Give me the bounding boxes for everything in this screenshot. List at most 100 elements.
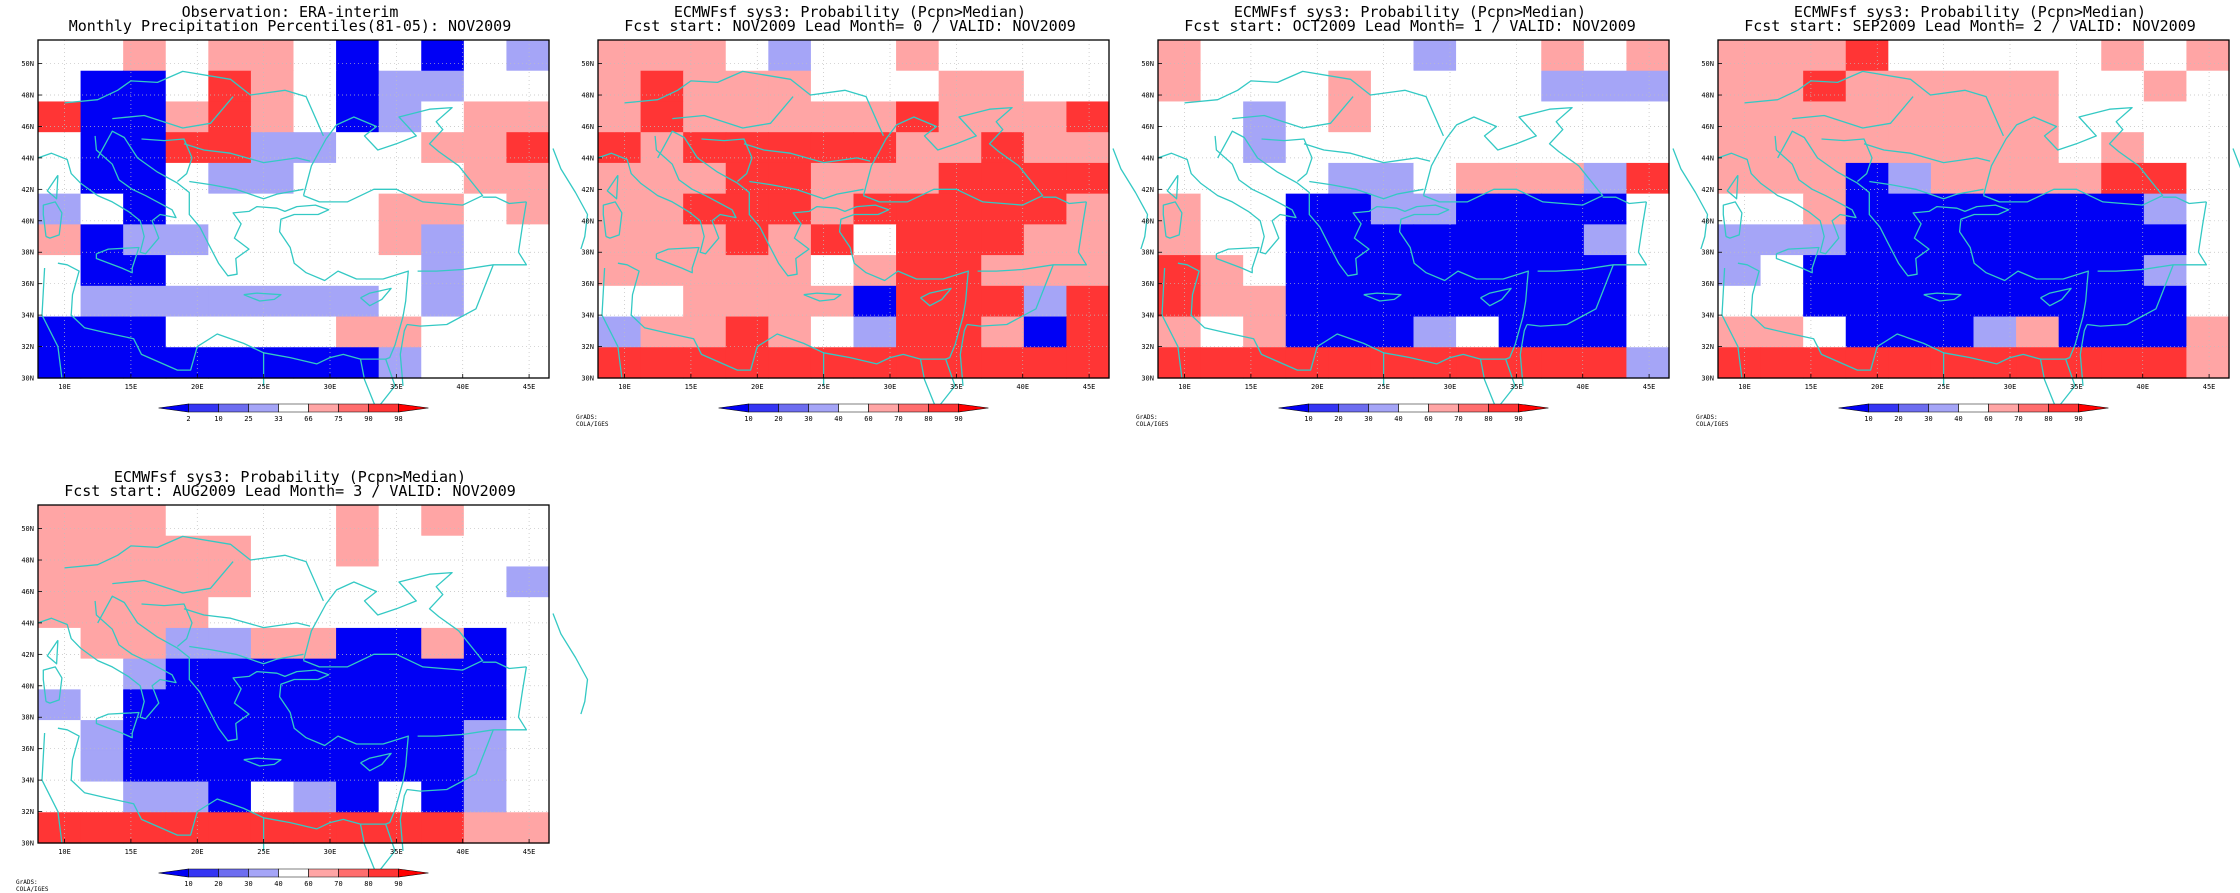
grid-cell bbox=[2058, 70, 2102, 103]
lat-label: 36N bbox=[21, 280, 34, 288]
grid-cell bbox=[336, 597, 380, 629]
grid-cell bbox=[640, 255, 684, 287]
grid-cell bbox=[2101, 316, 2145, 348]
grid-cell bbox=[1973, 255, 2017, 287]
grid-cell bbox=[2101, 40, 2145, 72]
grid-cell bbox=[421, 316, 465, 348]
grid-cell bbox=[1456, 193, 1500, 225]
grid-cell bbox=[123, 193, 167, 225]
coastline bbox=[417, 666, 528, 737]
grid-cell bbox=[810, 193, 855, 225]
grid-cell bbox=[1973, 224, 2017, 256]
grid-cell bbox=[1930, 162, 1975, 195]
colorbar-label: 70 bbox=[334, 880, 342, 888]
grid-cell bbox=[506, 40, 550, 72]
coastline bbox=[617, 130, 969, 371]
grid-cell bbox=[421, 812, 465, 844]
grid-cell bbox=[336, 316, 380, 348]
lat-label: 46N bbox=[21, 123, 34, 131]
grid-cell bbox=[463, 535, 508, 568]
grid-cell bbox=[1370, 162, 1415, 195]
grid-cell bbox=[1718, 255, 1762, 287]
grid-cell bbox=[2186, 285, 2230, 318]
grid-cell bbox=[506, 505, 550, 537]
panel-title: ECMWFsf sys3: Probability (Pcpn>Median) bbox=[113, 468, 467, 486]
colorbar-label: 25 bbox=[244, 415, 252, 423]
grid-cell bbox=[506, 812, 550, 844]
grid-cell bbox=[80, 101, 124, 133]
grid-cell bbox=[80, 40, 124, 72]
grid-cell bbox=[208, 347, 252, 379]
grid-cell bbox=[810, 101, 855, 133]
colorbar-label: 40 bbox=[1394, 415, 1402, 423]
coastline bbox=[42, 201, 63, 239]
grid-cell bbox=[1370, 193, 1415, 225]
grid-cell bbox=[1498, 255, 1542, 287]
coastline bbox=[41, 732, 63, 844]
panel-subtitle: Fcst start: NOV2009 Lead Month= 0 / VALI… bbox=[624, 17, 1076, 35]
lat-label: 34N bbox=[1141, 312, 1154, 320]
grid-cell bbox=[1930, 193, 1975, 225]
grid-cell bbox=[981, 285, 1025, 318]
lat-label: 42N bbox=[1141, 186, 1154, 194]
colorbar-label: 20 bbox=[1894, 415, 1902, 423]
grid-cell bbox=[336, 132, 380, 164]
lon-label: 40E bbox=[456, 383, 469, 391]
grid-cell bbox=[293, 750, 337, 783]
grid-cell bbox=[1626, 193, 1670, 225]
coastline bbox=[552, 613, 589, 715]
grid-cell bbox=[378, 720, 422, 752]
grid-cell bbox=[2016, 347, 2060, 379]
grid-cell bbox=[1066, 224, 1110, 256]
grid-cell bbox=[1718, 40, 1762, 72]
grid-cell bbox=[640, 132, 684, 164]
grid-cell bbox=[378, 535, 422, 568]
lat-label: 38N bbox=[1141, 249, 1154, 257]
coastline bbox=[189, 180, 304, 200]
colorbar-label: 70 bbox=[894, 415, 902, 423]
panel-subtitle: Monthly Precipitation Percentiles(81-05)… bbox=[68, 17, 512, 35]
lon-label: 10E bbox=[618, 383, 631, 391]
coastline bbox=[141, 138, 193, 182]
lat-label: 46N bbox=[21, 588, 34, 596]
grid-cell bbox=[2143, 132, 2188, 164]
coastline bbox=[302, 571, 484, 671]
grid-cell bbox=[1158, 70, 1202, 103]
grid-cell bbox=[1760, 193, 1804, 225]
grid-cell bbox=[1200, 132, 1244, 164]
grid-cell bbox=[1541, 132, 1585, 164]
colorbar-segment bbox=[1458, 403, 1489, 413]
lat-label: 38N bbox=[581, 249, 594, 257]
grid-cell bbox=[1845, 193, 1889, 225]
grid-cell bbox=[768, 224, 812, 256]
grid-cell bbox=[506, 597, 550, 629]
grid-cell bbox=[1066, 347, 1110, 379]
coastline bbox=[2086, 264, 2174, 327]
lat-label: 44N bbox=[21, 619, 34, 627]
grid-cell bbox=[1718, 101, 1762, 133]
grid-cell bbox=[421, 781, 465, 813]
grid-cell bbox=[2143, 101, 2188, 133]
grid-cell bbox=[250, 285, 295, 318]
grid-cell bbox=[336, 627, 380, 660]
colorbar-label: 40 bbox=[1954, 415, 1962, 423]
grid-cell bbox=[38, 132, 82, 164]
grid-cell bbox=[683, 347, 727, 379]
panel-title: Observation: ERA-interim bbox=[181, 3, 399, 21]
grid-cell bbox=[293, 255, 337, 287]
grid-cell bbox=[1626, 101, 1670, 133]
grid-cell bbox=[123, 70, 167, 103]
coastline bbox=[399, 324, 408, 386]
grid-cell bbox=[853, 255, 897, 287]
colorbar-label: 90 bbox=[954, 415, 962, 423]
coastline bbox=[1519, 324, 1528, 386]
grid-cell bbox=[1328, 285, 1372, 318]
coastline bbox=[1422, 106, 1604, 206]
lon-label: 45E bbox=[523, 848, 536, 856]
grid-cell bbox=[1370, 224, 1415, 256]
grid-cell bbox=[463, 658, 508, 690]
grid-cell bbox=[208, 285, 252, 318]
grid-cell bbox=[2143, 347, 2188, 379]
grid-cell bbox=[981, 347, 1025, 379]
grid-cell bbox=[1760, 347, 1804, 379]
